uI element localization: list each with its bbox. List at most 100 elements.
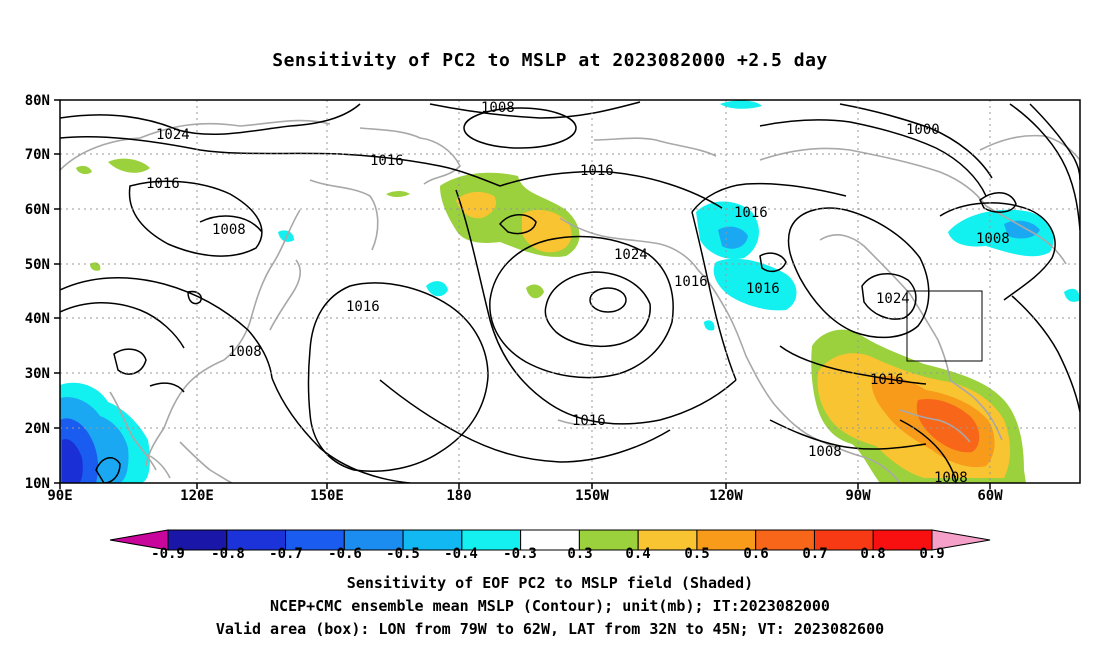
contour-line: [379, 379, 671, 463]
lat-label: 30N: [25, 366, 50, 382]
contour-line: [95, 457, 121, 483]
shade-negative-weak: [1064, 288, 1080, 302]
colorbar-label: -0.6: [328, 546, 362, 562]
lon-labels: 90E 120E 150E 180 150W 120W 90W 60W: [47, 488, 1003, 504]
colorbar-label: -0.7: [269, 546, 303, 562]
contour-line: [759, 119, 987, 197]
contour-line: [1029, 103, 1080, 181]
colorbar-label: 0.8: [860, 546, 885, 562]
lat-label: 50N: [25, 257, 50, 273]
shade-positive-weak: [108, 158, 150, 173]
shade-positive-strong: [916, 398, 980, 453]
colorbar-label: 0.6: [743, 546, 768, 562]
colorbar-label: -0.4: [444, 546, 478, 562]
contour-label: 1000: [906, 122, 940, 138]
contour-label: 1008: [934, 470, 968, 486]
lon-label: 150E: [310, 488, 344, 504]
contour-line: [979, 192, 1017, 213]
contour-line: [759, 252, 787, 273]
contour-label: 1016: [346, 299, 380, 315]
contour-label: 1016: [734, 205, 768, 221]
contour-label: 1024: [614, 247, 648, 263]
contour-line: [769, 419, 927, 450]
lat-label: 20N: [25, 421, 50, 437]
shade-negative-mid: [1004, 220, 1040, 239]
lat-label: 70N: [25, 147, 50, 163]
shade-negative-strong: [62, 439, 83, 483]
contour-line: [199, 215, 263, 233]
colorbar-labels: -0.9 -0.8 -0.7 -0.6 -0.5 -0.4 -0.3 0.3 0…: [151, 546, 945, 562]
lon-label: 90E: [47, 488, 72, 504]
contour-label: 1016: [370, 153, 404, 169]
contour-line: [839, 103, 993, 179]
colorbar-label: 0.5: [684, 546, 709, 562]
colorbar-label: 0.7: [802, 546, 827, 562]
contour-line: [60, 136, 501, 187]
contour-line: [489, 235, 674, 379]
contour-line: [899, 419, 957, 483]
contour-line: [463, 107, 577, 149]
map-frame: [59, 99, 1081, 484]
colorbar-cells: [167, 529, 933, 551]
contour-line: [60, 103, 361, 135]
map-panel: 1008 1024 1016 1016 1016 1008 1016 1024 …: [25, 93, 1081, 562]
contour-label: 1016: [674, 274, 708, 290]
coastlines: [60, 119, 1080, 483]
contour-line: [60, 277, 273, 379]
contour-line: [939, 202, 1056, 301]
shade-positive-weak: [76, 165, 92, 175]
lat-label: 10N: [25, 476, 50, 492]
contour-line: [1011, 295, 1080, 413]
contour-line: [544, 271, 651, 348]
contour-line: [779, 345, 927, 385]
contour-line: [861, 273, 917, 320]
colorbar-label: -0.9: [151, 546, 185, 562]
lon-label: 60W: [977, 488, 1003, 504]
plot-title: Sensitivity of PC2 to MSLP at 2023082000…: [272, 50, 828, 71]
lat-label: 40N: [25, 311, 50, 327]
shade-negative-weak: [720, 100, 762, 109]
colorbar-label: 0.4: [625, 546, 650, 562]
contour-line: [691, 182, 847, 213]
contour-line: [128, 180, 263, 257]
shade-positive-weak: [386, 191, 410, 197]
contour-line: [187, 290, 202, 305]
tick-marks: [54, 99, 991, 489]
contour-line: [307, 282, 489, 472]
contour-line: [589, 287, 627, 313]
contour-line: [113, 348, 147, 375]
contour-label: 1016: [580, 163, 614, 179]
lon-label: 120W: [709, 488, 743, 504]
grid: [60, 100, 1080, 483]
contour-label: 1008: [808, 444, 842, 460]
contour-label: 1016: [870, 372, 904, 388]
shade-negative-weak: [704, 320, 715, 331]
contour-label: 1016: [746, 281, 780, 297]
lon-label: 150W: [575, 488, 609, 504]
contour-label: 1008: [976, 231, 1010, 247]
contour-line: [498, 214, 537, 235]
contour-label: 1024: [876, 291, 910, 307]
colorbar-high-arrow: [931, 529, 991, 551]
contour-label: 1008: [212, 222, 246, 238]
contour-line: [429, 101, 641, 119]
shade-positive-weak: [526, 284, 544, 299]
colorbar-label: 0.3: [567, 546, 592, 562]
contour-line: [499, 170, 723, 209]
contour-line: [271, 377, 411, 483]
colorbar-label: -0.8: [211, 546, 245, 562]
shaded-sensitivity: [60, 100, 1080, 483]
shade-positive-mid: [456, 191, 497, 219]
shade-negative-weak: [426, 281, 448, 297]
contour-line: [1009, 103, 1080, 231]
colorbar-label: -0.3: [503, 546, 537, 562]
lat-label: 80N: [25, 93, 50, 109]
shade-negative-weak: [948, 209, 1054, 257]
colorbar-label: -0.5: [386, 546, 420, 562]
shade-negative-weak: [278, 230, 294, 242]
contour-label: 1016: [146, 176, 180, 192]
valid-area-box: [906, 290, 983, 362]
caption-shading: Sensitivity of EOF PC2 to MSLP field (Sh…: [346, 574, 754, 592]
lon-label: 180: [446, 488, 471, 504]
